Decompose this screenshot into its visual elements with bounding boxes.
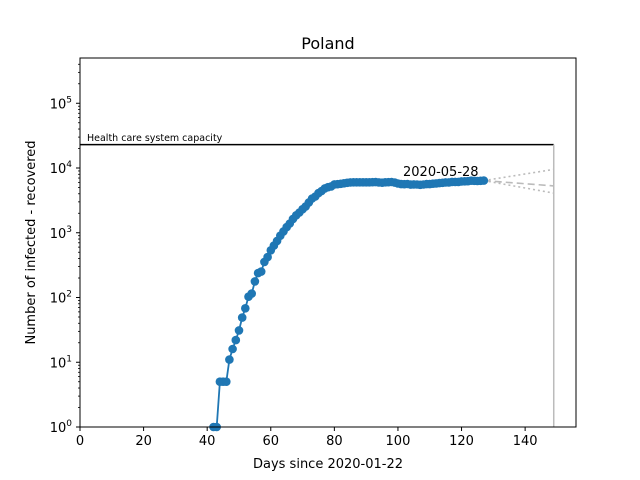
projection-line-1: [483, 168, 554, 182]
data-point: [479, 176, 489, 185]
data-point: [237, 313, 247, 322]
y-tick-exponent: 1: [66, 354, 72, 364]
y-tick-label: 100: [50, 419, 73, 436]
capacity-label: Health care system capacity: [87, 133, 223, 144]
y-tick-label: 103: [50, 225, 72, 242]
date-annotation: 2020-05-28: [403, 165, 479, 180]
y-axis-label: Number of infected - recovered: [24, 140, 39, 344]
y-tick-base: 10: [50, 97, 67, 112]
y-tick-base: 10: [50, 421, 67, 436]
data-point: [247, 289, 256, 298]
y-tick-label: 104: [50, 160, 73, 177]
data-point: [228, 344, 237, 354]
x-tick-label: 100: [386, 434, 411, 449]
x-tick-label: 0: [76, 434, 84, 449]
x-tick-label: 40: [199, 434, 216, 449]
y-tick-base: 10: [50, 227, 67, 242]
y-tick-exponent: 0: [66, 419, 72, 429]
data-point: [256, 267, 266, 276]
x-tick-label: 80: [326, 434, 343, 449]
chart-title: Poland: [301, 34, 354, 53]
y-tick-exponent: 3: [66, 225, 72, 235]
data-point: [263, 252, 272, 262]
data-point: [250, 277, 260, 286]
y-tick-base: 10: [50, 292, 67, 307]
x-tick-label: 60: [262, 434, 279, 449]
x-tick-label: 120: [449, 434, 474, 449]
projection-line-2: [483, 179, 554, 194]
x-tick-label: 140: [513, 434, 538, 449]
data-point: [241, 304, 250, 313]
projection-line-0: [483, 179, 554, 187]
y-tick-base: 10: [50, 162, 67, 177]
data-point: [225, 355, 234, 364]
plot-area: [80, 58, 576, 427]
y-tick-label: 102: [50, 290, 72, 307]
y-tick-exponent: 5: [66, 95, 72, 105]
y-tick-base: 10: [50, 356, 67, 371]
y-tick-label: 105: [50, 95, 72, 112]
data-point: [234, 326, 244, 335]
y-tick-exponent: 4: [66, 160, 72, 170]
y-tick-label: 101: [50, 354, 72, 371]
y-tick-exponent: 2: [66, 290, 72, 300]
x-axis-label: Days since 2020-01-22: [253, 457, 403, 472]
data-point: [222, 377, 231, 387]
data-point: [231, 335, 241, 345]
x-tick-label: 20: [135, 434, 152, 449]
